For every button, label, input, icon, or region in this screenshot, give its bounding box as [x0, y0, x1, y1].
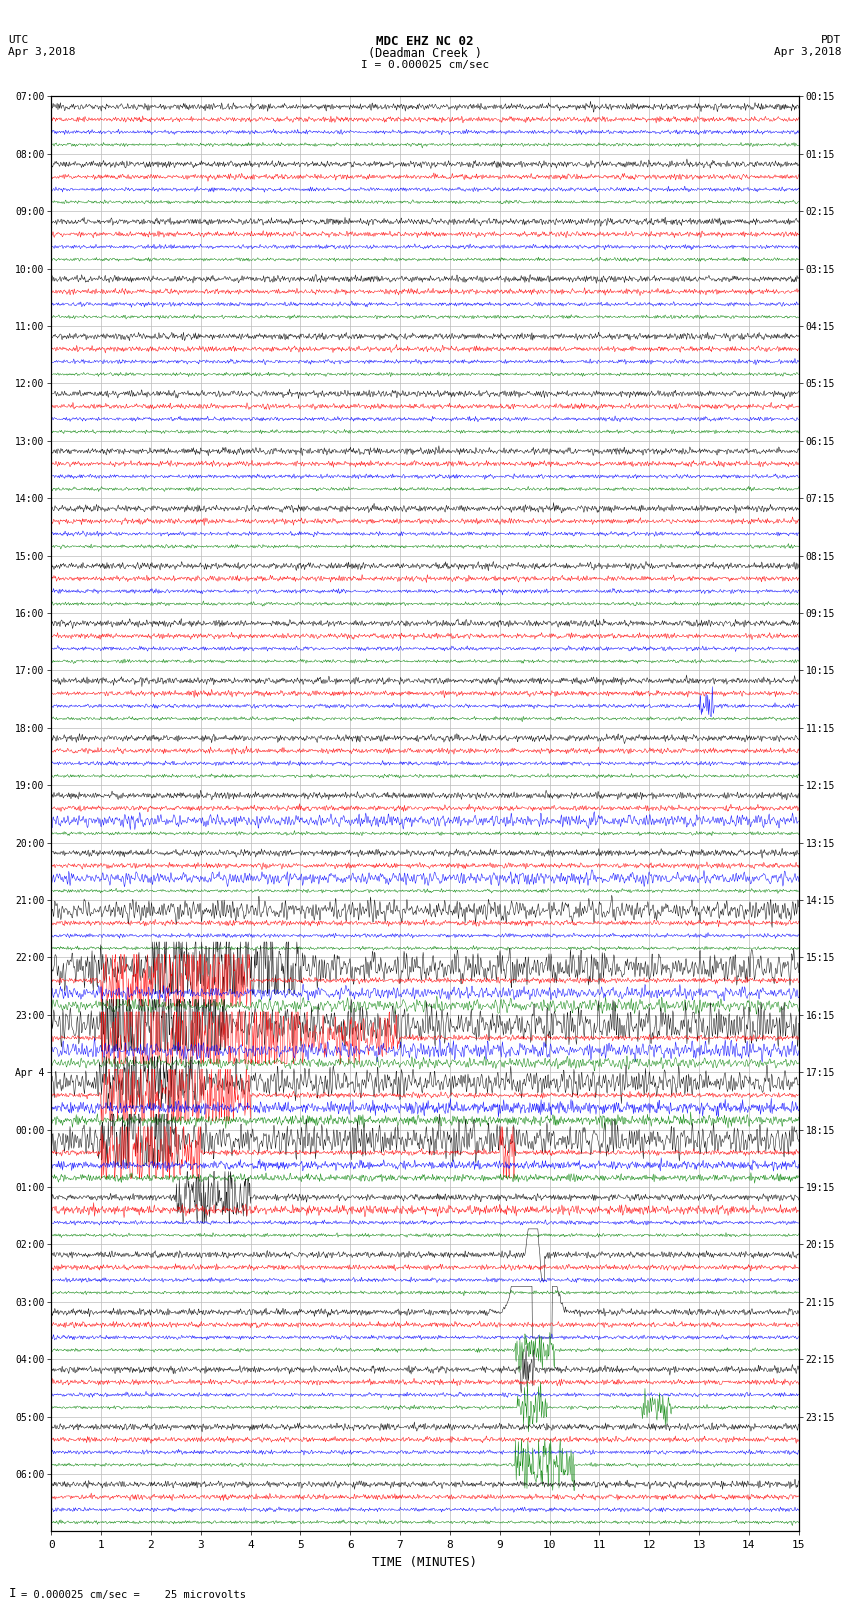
Text: PDT: PDT [821, 35, 842, 45]
Text: I: I [8, 1587, 16, 1600]
Text: MDC EHZ NC 02: MDC EHZ NC 02 [377, 35, 473, 48]
Text: (Deadman Creek ): (Deadman Creek ) [368, 47, 482, 60]
X-axis label: TIME (MINUTES): TIME (MINUTES) [372, 1557, 478, 1569]
Text: UTC: UTC [8, 35, 29, 45]
Text: Apr 3,2018: Apr 3,2018 [774, 47, 842, 56]
Text: Apr 3,2018: Apr 3,2018 [8, 47, 76, 56]
Text: I = 0.000025 cm/sec: I = 0.000025 cm/sec [361, 60, 489, 69]
Text: = 0.000025 cm/sec =    25 microvolts: = 0.000025 cm/sec = 25 microvolts [21, 1590, 246, 1600]
